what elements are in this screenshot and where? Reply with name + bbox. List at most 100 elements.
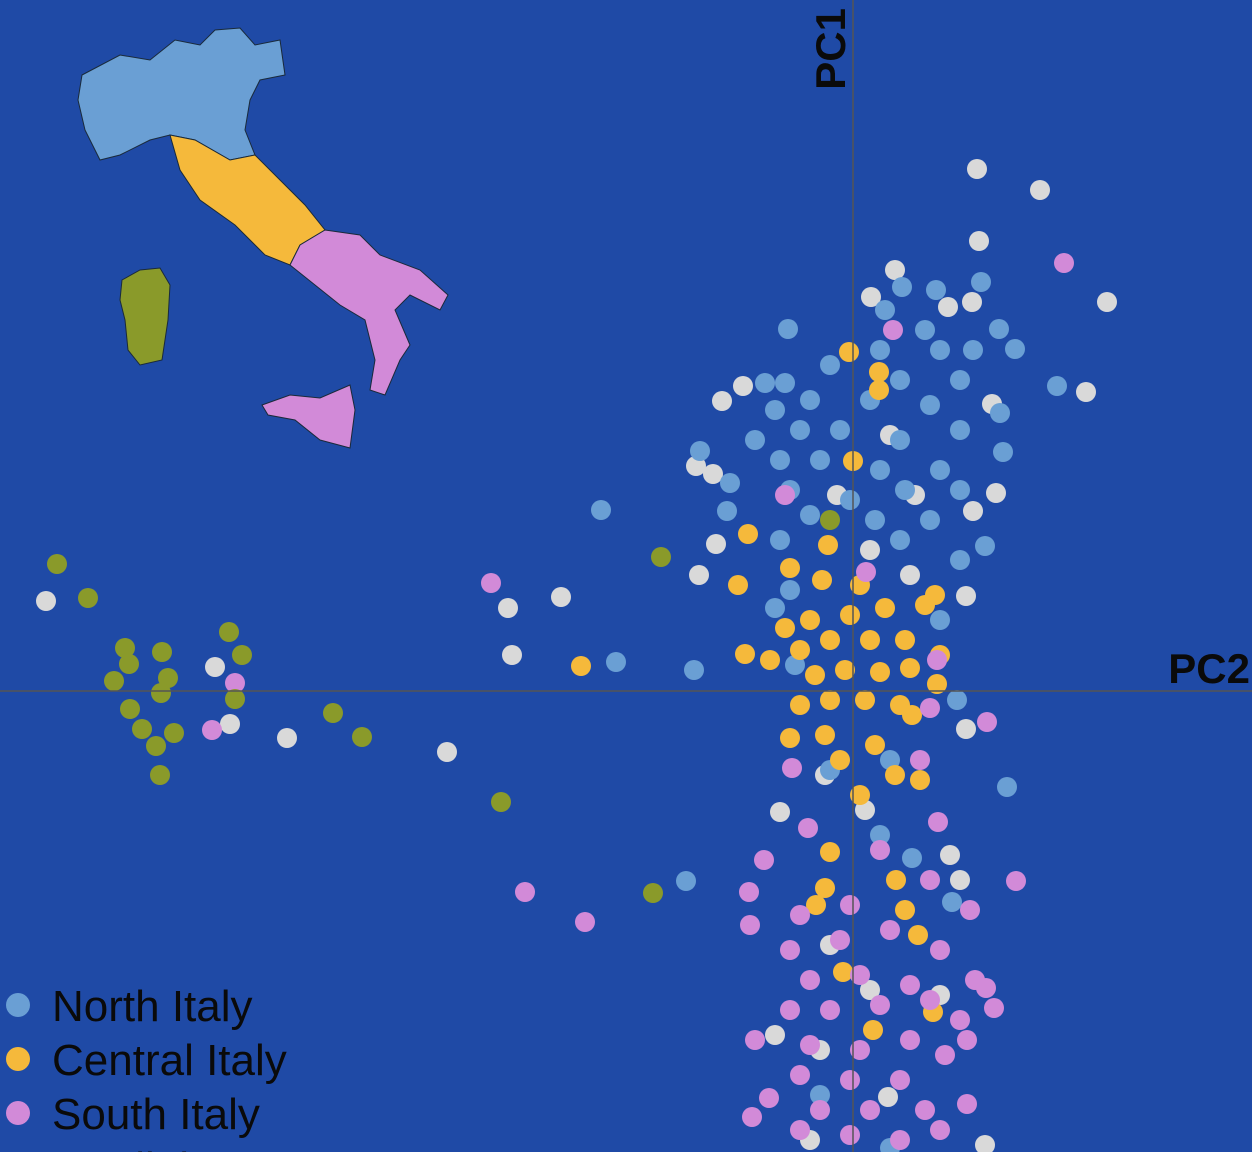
point bbox=[745, 430, 765, 450]
point bbox=[800, 390, 820, 410]
point bbox=[225, 673, 245, 693]
point bbox=[885, 765, 905, 785]
legend: North Italy Central Italy South Italy Sardi… bbox=[6, 982, 287, 1152]
point bbox=[960, 900, 980, 920]
italy-map bbox=[77, 27, 449, 449]
point bbox=[115, 638, 135, 658]
point bbox=[481, 573, 501, 593]
point bbox=[810, 450, 830, 470]
point bbox=[1005, 339, 1025, 359]
point bbox=[800, 970, 820, 990]
point bbox=[890, 530, 910, 550]
map-south bbox=[289, 229, 449, 396]
point bbox=[830, 750, 850, 770]
point bbox=[975, 536, 995, 556]
legend-marker bbox=[6, 993, 30, 1017]
point bbox=[915, 595, 935, 615]
point bbox=[820, 842, 840, 862]
point bbox=[984, 998, 1004, 1018]
legend-label: North Italy bbox=[52, 982, 253, 1031]
point bbox=[759, 1088, 779, 1108]
point bbox=[745, 1030, 765, 1050]
point bbox=[900, 1030, 920, 1050]
point bbox=[765, 400, 785, 420]
point bbox=[684, 660, 704, 680]
point bbox=[810, 1085, 830, 1105]
point bbox=[920, 395, 940, 415]
point bbox=[104, 671, 124, 691]
point bbox=[780, 580, 800, 600]
point bbox=[742, 1107, 762, 1127]
point bbox=[755, 373, 775, 393]
point bbox=[942, 892, 962, 912]
point bbox=[805, 665, 825, 685]
point bbox=[643, 883, 663, 903]
point bbox=[840, 490, 860, 510]
point bbox=[1054, 253, 1074, 273]
point bbox=[976, 978, 996, 998]
point bbox=[926, 280, 946, 300]
point bbox=[606, 652, 626, 672]
point bbox=[1097, 292, 1117, 312]
point bbox=[947, 690, 967, 710]
point bbox=[720, 473, 740, 493]
point bbox=[950, 1010, 970, 1030]
point bbox=[986, 483, 1006, 503]
point bbox=[865, 510, 885, 530]
point bbox=[956, 719, 976, 739]
point bbox=[870, 340, 890, 360]
map-north bbox=[77, 27, 286, 161]
point bbox=[950, 370, 970, 390]
point bbox=[870, 825, 890, 845]
point bbox=[878, 1087, 898, 1107]
point bbox=[870, 662, 890, 682]
point bbox=[900, 658, 920, 678]
point bbox=[78, 588, 98, 608]
point bbox=[930, 460, 950, 480]
point bbox=[690, 441, 710, 461]
point bbox=[780, 728, 800, 748]
point bbox=[775, 618, 795, 638]
point bbox=[498, 598, 518, 618]
point bbox=[551, 587, 571, 607]
point bbox=[806, 895, 826, 915]
point bbox=[850, 785, 870, 805]
point bbox=[765, 598, 785, 618]
point bbox=[990, 403, 1010, 423]
point bbox=[780, 1000, 800, 1020]
point bbox=[820, 510, 840, 530]
point bbox=[830, 930, 850, 950]
point bbox=[989, 319, 1009, 339]
point bbox=[491, 792, 511, 812]
point bbox=[810, 1100, 830, 1120]
point bbox=[860, 630, 880, 650]
legend-label: Central Italy bbox=[52, 1036, 287, 1085]
point bbox=[437, 742, 457, 762]
point bbox=[997, 777, 1017, 797]
point bbox=[935, 1045, 955, 1065]
point bbox=[833, 962, 853, 982]
point bbox=[890, 370, 910, 390]
point bbox=[915, 320, 935, 340]
point bbox=[575, 912, 595, 932]
point bbox=[869, 380, 889, 400]
point bbox=[515, 882, 535, 902]
point bbox=[840, 1125, 860, 1145]
point bbox=[930, 610, 950, 630]
point bbox=[962, 292, 982, 312]
point bbox=[830, 420, 850, 440]
point bbox=[775, 485, 795, 505]
point bbox=[875, 300, 895, 320]
point bbox=[869, 362, 889, 382]
point bbox=[850, 965, 870, 985]
point bbox=[856, 562, 876, 582]
point bbox=[890, 1070, 910, 1090]
plot-area bbox=[36, 159, 1117, 1152]
point bbox=[900, 975, 920, 995]
point bbox=[861, 287, 881, 307]
point bbox=[930, 940, 950, 960]
point bbox=[927, 650, 947, 670]
point bbox=[790, 1120, 810, 1140]
point bbox=[712, 391, 732, 411]
point bbox=[975, 1135, 995, 1152]
